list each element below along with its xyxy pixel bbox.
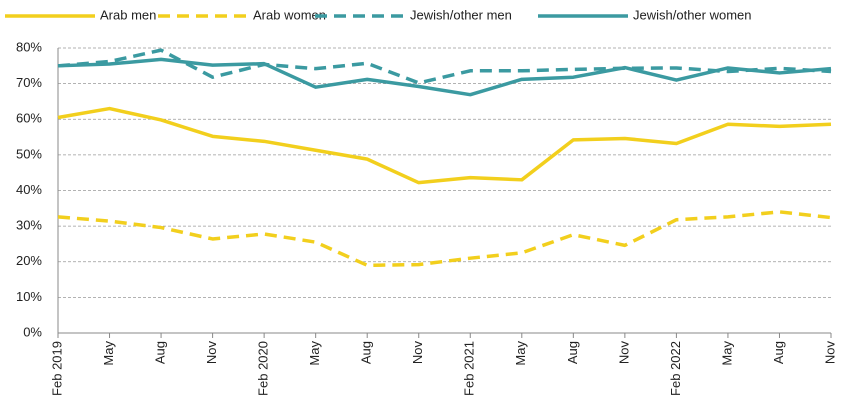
x-tick-label: May	[307, 341, 322, 366]
x-tick-label: Nov	[204, 341, 219, 365]
x-tick-label: Feb 2020	[256, 341, 271, 396]
x-tick-label: Aug	[359, 341, 374, 364]
x-tick-label: May	[513, 341, 528, 366]
legend-item: Jewish/other women	[538, 7, 752, 22]
x-tick-label: Feb 2022	[668, 341, 683, 396]
y-tick-label: 30%	[16, 218, 42, 233]
series-line	[57, 210, 832, 268]
series-line	[57, 57, 832, 97]
legend-label: Arab men	[100, 7, 156, 22]
y-tick-label: 60%	[16, 111, 42, 126]
x-tick-label: May	[719, 341, 734, 366]
legend-item: Jewish/other men	[315, 7, 512, 22]
x-tick-label: Feb 2019	[49, 341, 64, 396]
y-tick-label: 80%	[16, 39, 42, 54]
x-tick-label: Aug	[565, 341, 580, 364]
x-tick-label: Aug	[153, 341, 168, 364]
y-tick-label: 20%	[16, 253, 42, 268]
y-tick-label: 50%	[16, 146, 42, 161]
x-tick-label: Nov	[822, 341, 837, 365]
x-tick-label: Feb 2021	[462, 341, 477, 396]
y-tick-label: 0%	[23, 324, 42, 339]
x-tick-label: Nov	[616, 341, 631, 365]
y-tick-label: 70%	[16, 75, 42, 90]
y-tick-label: 40%	[16, 182, 42, 197]
x-tick-label: Aug	[771, 341, 786, 364]
series-line	[57, 106, 832, 185]
x-tick-label: Nov	[410, 341, 425, 365]
legend-item: Arab women	[158, 7, 326, 22]
x-tick-label: May	[101, 341, 116, 366]
legend-label: Jewish/other men	[410, 7, 512, 22]
legend-item: Arab men	[5, 7, 156, 22]
legend-label: Arab women	[253, 7, 326, 22]
series-line	[57, 48, 832, 85]
legend-label: Jewish/other women	[633, 7, 752, 22]
y-tick-label: 10%	[16, 289, 42, 304]
